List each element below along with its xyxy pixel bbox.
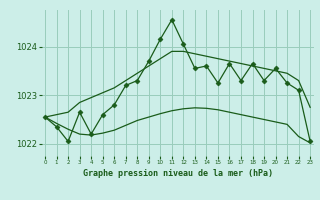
X-axis label: Graphe pression niveau de la mer (hPa): Graphe pression niveau de la mer (hPa) [83, 169, 273, 178]
